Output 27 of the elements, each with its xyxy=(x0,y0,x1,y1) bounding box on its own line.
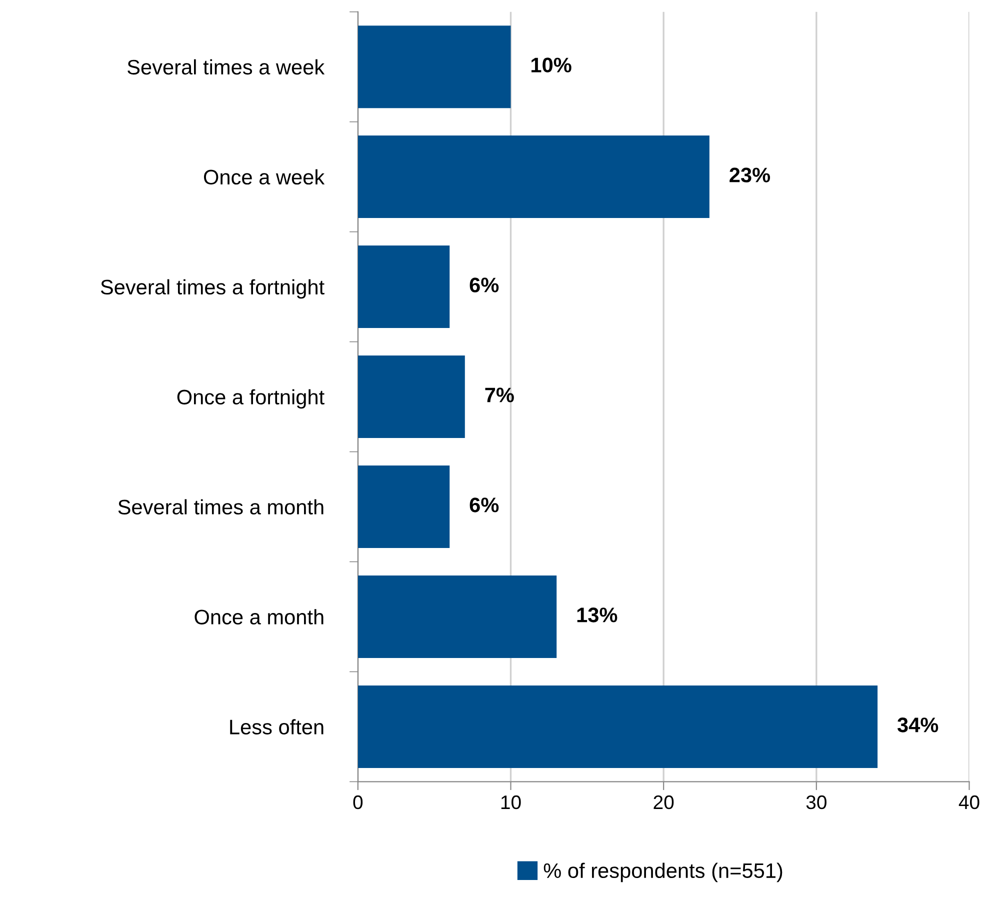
y-tick-label: Several times a week xyxy=(128,59,325,75)
x-tick-label: 10 xyxy=(501,795,521,810)
data-label: 6% xyxy=(470,498,499,512)
bar xyxy=(358,575,557,658)
y-tick-label: Several times a month xyxy=(118,499,324,514)
data-label: 6% xyxy=(470,278,499,292)
bar xyxy=(358,356,465,438)
bar xyxy=(358,246,450,328)
data-label: 34% xyxy=(897,718,938,732)
x-tick-label: 30 xyxy=(806,795,826,810)
data-label: 7% xyxy=(485,388,514,402)
data-label: 13% xyxy=(577,608,618,622)
x-tick-label: 20 xyxy=(654,795,674,810)
x-tick-label: 0 xyxy=(353,795,363,810)
y-tick-label: Less often xyxy=(230,719,324,734)
y-tick-label: Once a month xyxy=(194,609,324,624)
y-tick-label: Once a fortnight xyxy=(177,389,324,409)
data-label: 10% xyxy=(532,58,572,72)
bar xyxy=(358,136,710,218)
bar xyxy=(358,465,450,548)
bar xyxy=(358,26,511,108)
x-tick-label: 40 xyxy=(958,795,980,810)
y-tick-label: Once a week xyxy=(204,169,325,185)
bar xyxy=(358,685,878,768)
y-tick-label: Several times a fortnight xyxy=(100,279,324,299)
legend-label: % of respondents (n=551) xyxy=(544,862,782,882)
data-label: 23% xyxy=(730,168,770,182)
